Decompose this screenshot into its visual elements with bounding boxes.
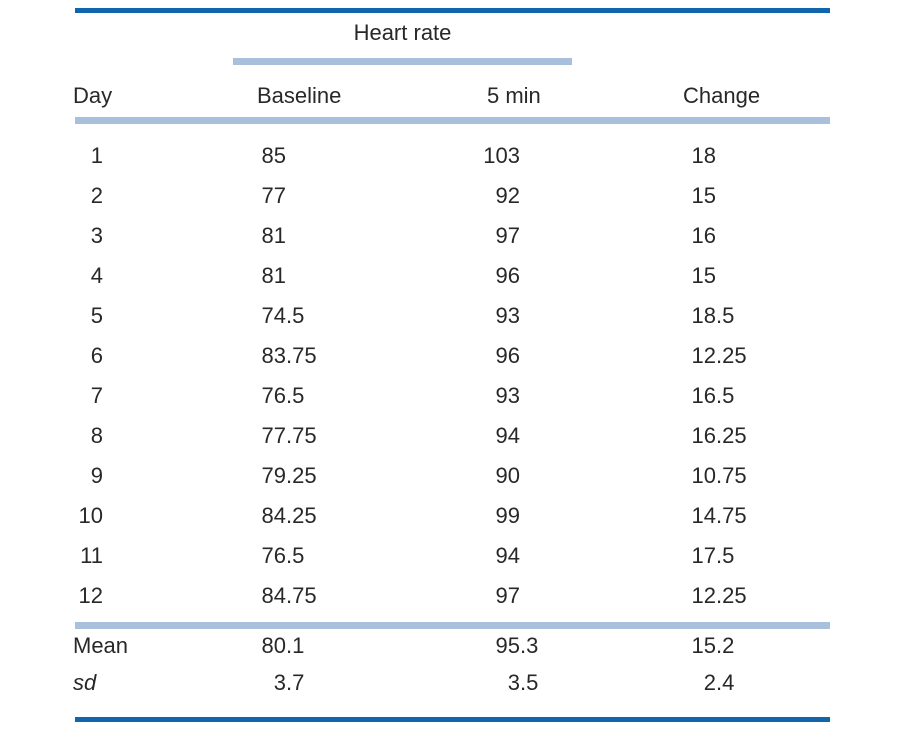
baseline-cell: 77 (261, 183, 286, 208)
day-cell: 12 (78, 583, 103, 608)
day-cell: 11 (80, 543, 103, 568)
min5-cell: 94 (495, 423, 520, 448)
day-cell: 9 (90, 463, 103, 488)
min5-cell: 96 (495, 343, 520, 368)
min5-cell: 94 (495, 543, 520, 568)
min5-cell: 97 (495, 223, 520, 248)
min5-summary-cell: 95.3 (495, 633, 539, 658)
min5-cell: 99 (495, 503, 520, 528)
table-row: 2 77 92 15 (0, 176, 909, 216)
table-row: 7 76.5 93 16.5 (0, 376, 909, 416)
change-cell: 17.5 (691, 543, 735, 568)
table-row: 12 84.75 97 12.25 (0, 576, 909, 616)
table-row: 4 81 96 15 (0, 256, 909, 296)
day-cell: 1 (90, 143, 103, 168)
min5-cell: 96 (495, 263, 520, 288)
change-cell: 18 (691, 143, 716, 168)
change-cell: 15 (691, 183, 716, 208)
day-cell: 10 (78, 503, 103, 528)
column-header-day: Day (73, 83, 113, 108)
summary-row-label: sd (73, 670, 97, 695)
min5-cell: 90 (495, 463, 520, 488)
day-cell: 2 (90, 183, 103, 208)
header-rule (75, 117, 830, 124)
footer-rule (75, 622, 830, 629)
table-body: 1 85 103 18 2 77 92 15 3 81 97 16 4 81 96 15 5 74.5 93 18.5… (0, 136, 909, 616)
change-cell: 12.25 (691, 343, 747, 368)
change-cell: 10.75 (691, 463, 747, 488)
table-footer: Mean 80.1 95.3 15.2 sd 3.7 3.5 2.4 (0, 627, 909, 701)
baseline-cell: 81 (261, 223, 286, 248)
spanner-rule (233, 58, 572, 65)
baseline-cell: 74.5 (261, 303, 305, 328)
baseline-cell: 84.25 (261, 503, 317, 528)
baseline-cell: 79.25 (261, 463, 317, 488)
table-row: 8 77.75 94 16.25 (0, 416, 909, 456)
change-cell: 14.75 (691, 503, 747, 528)
column-header-change: Change (683, 83, 761, 108)
day-cell: 8 (90, 423, 103, 448)
baseline-cell: 81 (261, 263, 286, 288)
change-cell: 16.25 (691, 423, 747, 448)
day-cell: 6 (90, 343, 103, 368)
change-cell: 16 (691, 223, 716, 248)
min5-cell: 92 (495, 183, 520, 208)
baseline-cell: 76.5 (261, 383, 305, 408)
bottom-rule (75, 717, 830, 722)
change-cell: 12.25 (691, 583, 747, 608)
min5-cell: 103 (483, 143, 520, 168)
min5-summary-cell: 3.5 (507, 670, 539, 695)
top-rule (75, 8, 830, 13)
table-row: 6 83.75 96 12.25 (0, 336, 909, 376)
summary-row: sd 3.7 3.5 2.4 (0, 664, 909, 701)
baseline-cell: 77.75 (261, 423, 317, 448)
table-row: 9 79.25 90 10.75 (0, 456, 909, 496)
change-cell: 15 (691, 263, 716, 288)
change-cell: 18.5 (691, 303, 735, 328)
baseline-cell: 76.5 (261, 543, 305, 568)
table-row: 5 74.5 93 18.5 (0, 296, 909, 336)
change-cell: 16.5 (691, 383, 735, 408)
summary-row: Mean 80.1 95.3 15.2 (0, 627, 909, 664)
baseline-cell: 85 (261, 143, 286, 168)
table-row: 10 84.25 99 14.75 (0, 496, 909, 536)
spanner-heading: Heart rate (353, 20, 452, 45)
column-header-5min: 5 min (487, 83, 541, 108)
baseline-summary-cell: 80.1 (261, 633, 305, 658)
day-cell: 3 (90, 223, 103, 248)
baseline-summary-cell: 3.7 (273, 670, 305, 695)
day-cell: 4 (90, 263, 103, 288)
day-cell: 5 (90, 303, 103, 328)
change-summary-cell: 2.4 (703, 670, 735, 695)
table-row: 11 76.5 94 17.5 (0, 536, 909, 576)
baseline-cell: 84.75 (261, 583, 317, 608)
column-header-baseline: Baseline (257, 83, 342, 108)
baseline-cell: 83.75 (261, 343, 317, 368)
min5-cell: 93 (495, 303, 520, 328)
table-row: 1 85 103 18 (0, 136, 909, 176)
summary-row-label: Mean (73, 633, 129, 658)
day-cell: 7 (90, 383, 103, 408)
min5-cell: 93 (495, 383, 520, 408)
table-row: 3 81 97 16 (0, 216, 909, 256)
change-summary-cell: 15.2 (691, 633, 735, 658)
min5-cell: 97 (495, 583, 520, 608)
